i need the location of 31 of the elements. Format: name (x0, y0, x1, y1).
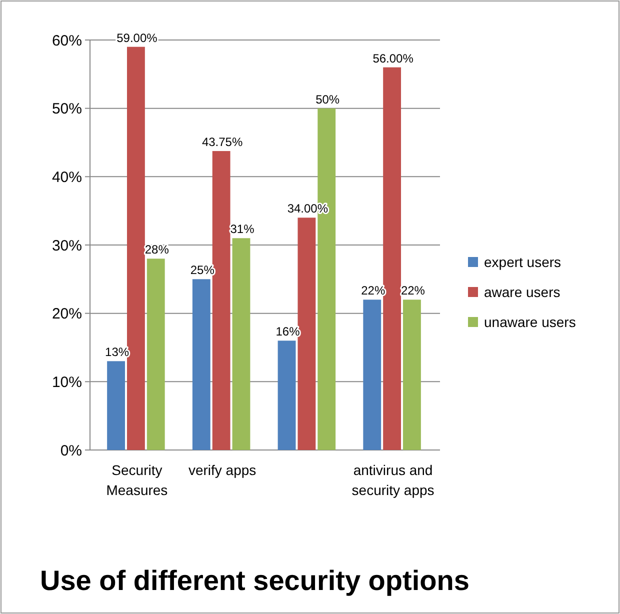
text: Use of different security options (40, 565, 470, 596)
y-tick-label: 60% (52, 32, 82, 50)
bar (192, 279, 210, 450)
data-label: 28% (144, 242, 170, 257)
bar (232, 238, 250, 450)
y-tick-label: 50% (52, 100, 82, 118)
bar (363, 300, 382, 450)
data-label: 31% (230, 222, 255, 236)
bar (383, 67, 402, 450)
legend-label: aware users (484, 284, 560, 300)
bar (107, 361, 125, 450)
y-tick-label: 0% (60, 442, 82, 460)
legend-label: unaware users (484, 314, 576, 330)
y-tick-label: 30% (52, 237, 82, 254)
bar (403, 300, 421, 450)
data-label: 43.75% (202, 135, 243, 150)
x-tick-label: Security Measures (106, 462, 168, 498)
y-tick-label: 20% (52, 306, 82, 323)
bar (146, 258, 165, 450)
y-tick-label: 40% (52, 168, 82, 186)
legend-label: expert users (484, 254, 562, 270)
bar (298, 218, 316, 450)
bar (212, 151, 230, 450)
data-label: 22% (400, 284, 426, 298)
y-tick-label: 10% (52, 374, 82, 391)
data-label: 50% (316, 92, 340, 106)
data-label: 59.00% (116, 30, 158, 45)
data-label: 56.00% (372, 51, 414, 66)
bar (278, 340, 296, 450)
x-tick-label: antivirus and security apps (352, 462, 434, 498)
x-tick-label: verify apps (188, 462, 256, 478)
